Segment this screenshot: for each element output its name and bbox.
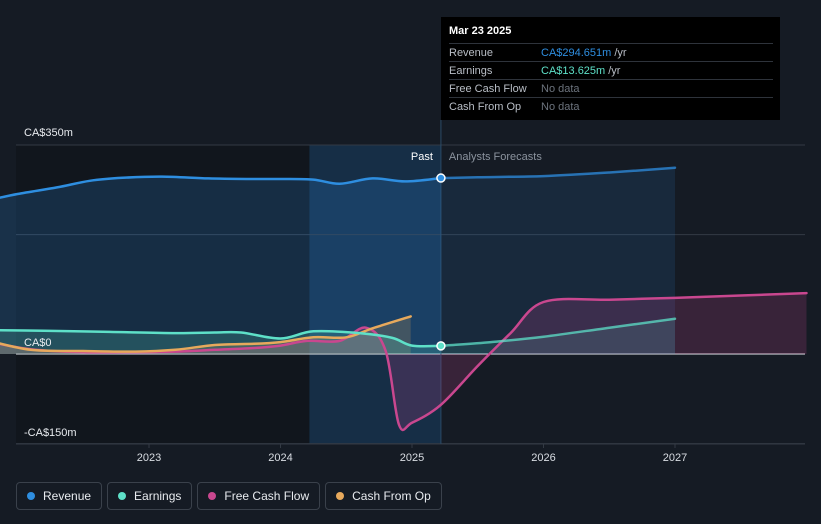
legend-label: Revenue	[43, 489, 92, 503]
tooltip-label: Free Cash Flow	[449, 82, 527, 95]
tooltip-label: Revenue	[449, 46, 494, 59]
x-tick-label: 2024	[268, 452, 292, 464]
series-line-earnings	[439, 317, 677, 348]
series-line-earnings	[0, 328, 443, 348]
series-line-revenue	[0, 175, 443, 199]
legend-item-revenue[interactable]: Revenue	[16, 482, 103, 510]
legend-dot-icon	[208, 492, 217, 500]
x-tick-label: 2027	[663, 452, 687, 464]
series-area-cash-from-op	[0, 316, 411, 354]
tooltip-date: Mar 23 2025	[449, 25, 512, 37]
marker-earnings	[436, 341, 446, 351]
chart-legend: Revenue Earnings Free Cash Flow Cash Fro…	[16, 482, 442, 510]
y-tick-label: -CA$150m	[24, 427, 77, 439]
tooltip-label: Earnings	[449, 64, 493, 77]
marker-revenue	[436, 173, 446, 183]
legend-item-cash-from-op[interactable]: Cash From Op	[325, 482, 442, 510]
series-area-earnings	[0, 330, 441, 354]
past-label: Past	[411, 151, 433, 163]
legend-dot-icon	[27, 492, 35, 500]
tooltip-unit: /yr	[608, 64, 621, 77]
x-tick-label: 2025	[400, 452, 424, 464]
tooltip-label: Cash From Op	[449, 100, 522, 113]
series-line-cash-from-op	[0, 315, 412, 353]
series-area-revenue	[440, 167, 675, 354]
series-line-revenue	[439, 166, 677, 180]
tooltip-row-earnings: Earnings CA$13.625m/yr	[449, 61, 773, 79]
legend-dot-icon	[336, 492, 345, 500]
tooltip-value: CA$13.625m	[541, 64, 606, 77]
x-tick-label: 2026	[531, 452, 555, 464]
legend-item-earnings[interactable]: Earnings	[107, 482, 193, 510]
y-tick-label: CA$350m	[24, 127, 73, 139]
legend-dot-icon	[118, 492, 127, 500]
legend-label: Earnings	[134, 489, 182, 503]
tooltip-nodata: No data	[541, 100, 580, 113]
series-area-revenue	[0, 176, 441, 354]
tooltip-nodata: No data	[541, 82, 580, 95]
tooltip-unit: /yr	[614, 46, 627, 59]
legend-item-free-cash-flow[interactable]: Free Cash Flow	[197, 482, 321, 510]
forecast-label: Analysts Forecasts	[449, 151, 542, 163]
tooltip-row-revenue: Revenue CA$294.651m/yr	[449, 43, 773, 61]
tooltip-row-cash-from-op: Cash From Op No data	[449, 97, 773, 115]
legend-label: Free Cash Flow	[224, 489, 310, 503]
legend-label: Cash From Op	[352, 489, 431, 503]
tooltip-row-free-cash-flow: Free Cash Flow No data	[449, 79, 773, 97]
tooltip-value: CA$294.651m	[541, 46, 612, 59]
y-tick-label: CA$0	[24, 337, 52, 349]
data-tooltip: Mar 23 2025 Revenue CA$294.651m/yr Earni…	[441, 17, 780, 120]
highlight-band	[309, 145, 441, 444]
x-tick-label: 2023	[137, 452, 161, 464]
